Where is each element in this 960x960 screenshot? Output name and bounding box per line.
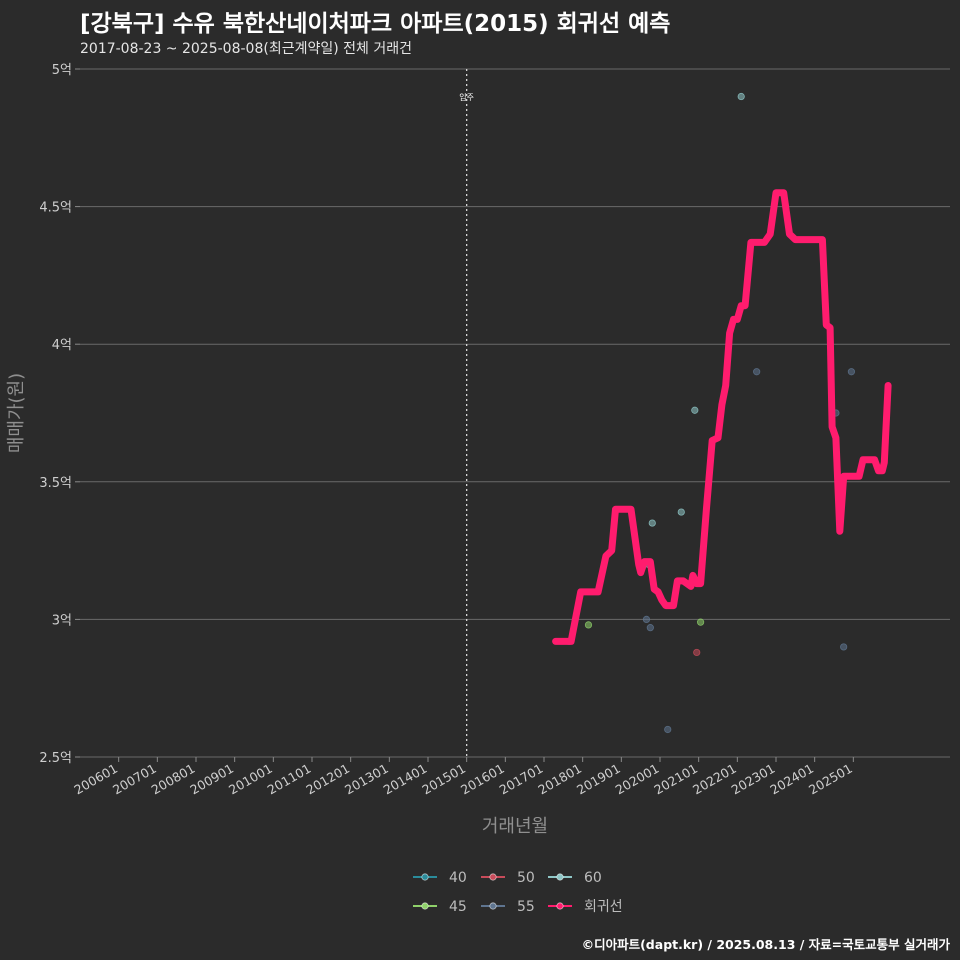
y-tick-label: 4억 [52, 338, 72, 353]
axis-layer: 2.5억 3억 3.5억 4억 4.5억 5억 2006012007012008012009… [39, 63, 854, 797]
x-tick-label: 200801 [149, 761, 198, 798]
regression-layer [552, 189, 892, 645]
x-tick-label: 202201 [690, 761, 739, 798]
chart-caption: ©디아파트(dapt.kr) / 2025.08.13 / 자료=국토교통부 실… [581, 937, 950, 952]
legend-swatch-dot [421, 902, 429, 910]
x-axis-title: 거래년월 [482, 816, 548, 837]
x-tick-label: 200901 [187, 761, 236, 798]
x-tick-label: 200601 [71, 761, 120, 798]
legend-label: 50 [517, 870, 535, 886]
legend-swatch-dot [556, 873, 564, 881]
data-point-size-45 [696, 618, 705, 626]
x-tick-label: 201301 [342, 761, 391, 798]
data-point-size-55 [664, 725, 672, 734]
x-tick-label: 202301 [729, 761, 778, 798]
legend-label: 40 [449, 870, 467, 886]
regression-line [552, 189, 892, 645]
data-point-size-60 [737, 92, 745, 101]
legend-swatch-dot [489, 902, 497, 910]
x-tick-label: 201001 [226, 761, 275, 798]
x-tick-label: 200701 [110, 761, 159, 798]
data-point-size-50 [693, 648, 701, 657]
x-tick-label: 201201 [303, 761, 352, 798]
legend-label: 회귀선 [584, 899, 623, 915]
x-tick-label: 201501 [419, 761, 468, 798]
legend: 40 50 60 45 55 회귀선 [413, 870, 623, 915]
points-layer [565, 92, 856, 734]
x-tick-label: 202501 [806, 761, 855, 798]
y-tick-label: 3.5억 [39, 476, 72, 491]
legend-swatch-dot [489, 873, 497, 881]
x-tick-label: 202401 [767, 761, 816, 798]
move-in-label: 입주 [459, 93, 474, 102]
x-tick-label: 202101 [651, 761, 700, 798]
y-tick-label: 5억 [52, 63, 72, 78]
x-tick-label: 201601 [458, 761, 507, 798]
y-axis-title: 매매가(원) [6, 373, 27, 453]
x-tick-label: 202001 [613, 761, 662, 798]
data-point-size-55 [642, 615, 651, 624]
x-tick-label: 201801 [535, 761, 584, 798]
x-tick-label: 201701 [497, 761, 546, 798]
grid-layer [80, 68, 950, 758]
y-tick-label: 3억 [52, 613, 72, 628]
data-point-size-60 [648, 519, 656, 527]
legend-label: 55 [517, 899, 535, 915]
data-point-size-55 [646, 624, 654, 632]
data-point-size-60 [691, 406, 699, 414]
chart-subtitle: 2017-08-23 ~ 2025-08-08(최근계약일) 전체 거래건 [80, 41, 412, 57]
legend-label: 60 [584, 870, 602, 886]
x-tick-label: 201101 [265, 761, 314, 798]
data-point-size-45 [584, 621, 593, 629]
data-point-size-55 [847, 368, 856, 376]
legend-label: 45 [449, 899, 467, 915]
x-tick-label: 201401 [381, 761, 430, 798]
legend-swatch-dot [556, 902, 564, 910]
x-tick-label: 201901 [574, 761, 623, 798]
data-point-size-60 [677, 508, 685, 516]
legend-swatch-dot [421, 873, 429, 881]
y-tick-label: 2.5억 [39, 751, 72, 766]
y-tick-label: 4.5억 [39, 201, 72, 216]
chart-title: [강북구] 수유 북한산네이처파크 아파트(2015) 회귀선 예측 [80, 11, 671, 37]
annotation-layer: 입주 [459, 69, 474, 757]
data-point-size-55 [840, 643, 848, 651]
data-point-size-55 [753, 368, 761, 376]
